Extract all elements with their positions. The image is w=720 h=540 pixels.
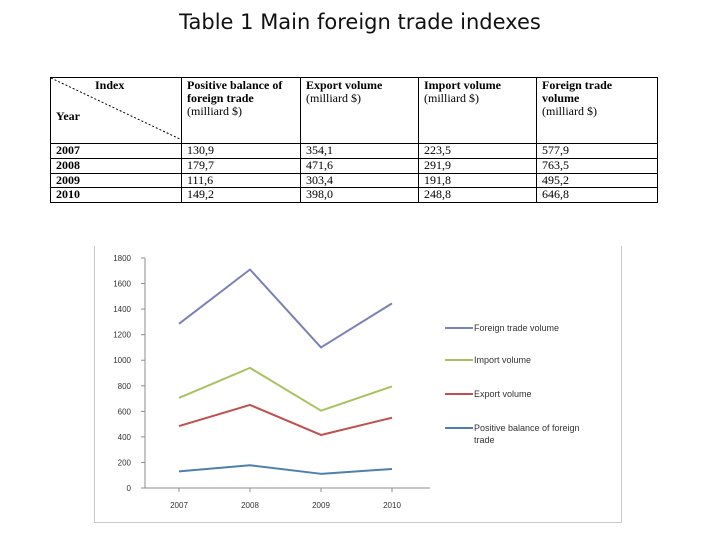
table-corner-cell: Index Year <box>50 76 182 145</box>
legend-label-foreign-trade-volume: Foreign trade volume <box>474 323 559 333</box>
header-label: Positive balance of foreign trade <box>187 78 283 105</box>
legend-label-export-volume: Export volume <box>474 389 532 399</box>
cell-export-volume: 471,6 <box>300 157 419 174</box>
row-year: 2008 <box>50 157 182 174</box>
cell-positive-balance: 179,7 <box>181 157 301 174</box>
x-tick-label: 2007 <box>170 501 188 510</box>
legend-label-positive-balance-of-foreign-trade: Positive balance of foreign trade <box>474 423 580 445</box>
x-tick-label: 2008 <box>241 501 259 510</box>
diagonal-divider <box>51 78 182 140</box>
cell-export-volume: 354,1 <box>300 143 419 159</box>
corner-year-label: Year <box>56 109 80 123</box>
y-tick-label: 200 <box>118 458 132 467</box>
y-tick-label: 1400 <box>113 305 131 314</box>
column-header-import-volume: Import volume (milliard $) <box>418 76 537 145</box>
row-year: 2010 <box>50 187 182 203</box>
series-line-import-volume <box>178 366 393 412</box>
header-label: Foreign trade volume <box>542 78 613 105</box>
header-unit: (milliard $) <box>424 91 479 105</box>
cell-positive-balance: 149,2 <box>181 187 301 203</box>
column-header-foreign-trade-volume: Foreign trade volume (milliard $) <box>536 76 658 145</box>
chart-frame: 0 200 400 600 800 1000 1200 1400 1600 1800 2007 200… <box>94 246 622 523</box>
y-tick-label: 400 <box>118 433 132 442</box>
legend-label-import-volume: Import volume <box>474 355 531 365</box>
x-tick-label: 2009 <box>312 501 330 510</box>
y-tick-label: 0 <box>127 484 132 493</box>
cell-import-volume: 223,5 <box>418 143 537 159</box>
x-tick-label: 2010 <box>383 501 401 510</box>
page-title: Table 1 Main foreign trade indexes <box>179 10 541 34</box>
cell-foreign-trade-volume: 763,5 <box>536 157 658 174</box>
header-unit: (milliard $) <box>306 91 361 105</box>
table-header-row: Index Year Positive balance of foreign t… <box>50 76 658 145</box>
header-unit: (milliard $) <box>542 104 597 118</box>
cell-export-volume: 303,4 <box>300 172 419 189</box>
table-row: 2007 130,9 354,1 223,5 577,9 <box>50 143 658 159</box>
cell-positive-balance: 111,6 <box>181 172 301 189</box>
y-tick-label: 1000 <box>113 356 131 365</box>
row-year: 2007 <box>50 143 182 159</box>
cell-export-volume: 398,0 <box>300 187 419 203</box>
cell-foreign-trade-volume: 495,2 <box>536 172 658 189</box>
header-unit: (milliard $) <box>187 104 242 118</box>
line-chart: 0 200 400 600 800 1000 1200 1400 1600 1800 2007 200… <box>113 254 580 510</box>
y-tick-label: 1800 <box>113 254 131 263</box>
column-header-positive-balance: Positive balance of foreign trade (milli… <box>181 76 301 145</box>
series-line-export-volume <box>178 403 393 436</box>
series-line-positive-balance-of-foreign-trade <box>178 464 393 475</box>
cell-import-volume: 291,9 <box>418 157 537 174</box>
foreign-trade-table: Index Year Positive balance of foreign t… <box>50 76 658 203</box>
y-tick-label: 800 <box>118 382 132 391</box>
table-row: 2010 149,2 398,0 248,8 646,8 <box>50 187 658 203</box>
cell-import-volume: 248,8 <box>418 187 537 203</box>
cell-positive-balance: 130,9 <box>181 143 301 159</box>
column-header-export-volume: Export volume (milliard $) <box>300 76 419 145</box>
y-tick-label: 1200 <box>113 331 131 340</box>
cell-foreign-trade-volume: 577,9 <box>536 143 658 159</box>
corner-index-label: Index <box>95 78 125 92</box>
row-year: 2009 <box>50 172 182 189</box>
header-label: Export volume <box>306 78 383 92</box>
y-tick-label: 600 <box>118 407 132 416</box>
header-label: Import volume <box>424 78 501 92</box>
series-line-foreign-trade-volume <box>178 268 393 349</box>
cell-import-volume: 191,8 <box>418 172 537 189</box>
cell-foreign-trade-volume: 646,8 <box>536 187 658 203</box>
table-row: 2008 179,7 471,6 291,9 763,5 <box>50 157 658 174</box>
y-tick-label: 1600 <box>113 280 131 289</box>
table-row: 2009 111,6 303,4 191,8 495,2 <box>50 172 658 189</box>
